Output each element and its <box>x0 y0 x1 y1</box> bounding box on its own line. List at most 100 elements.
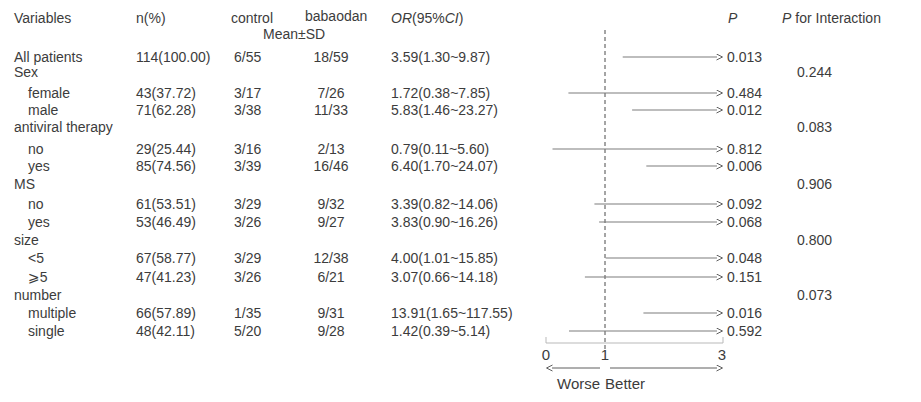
cell-p-value: 0.812 <box>727 141 762 157</box>
table-row: <5 67(58.77) 3/29 12/38 4.00(1.01~15.85)… <box>0 250 921 268</box>
table-row: male 71(62.28) 3/38 11/33 5.83(1.46~23.2… <box>0 102 921 120</box>
cell-or-ci: 3.07(0.66~14.18) <box>391 269 498 285</box>
forest-plot-figure: Variables n(%) control babaodan Mean±SD … <box>0 0 921 402</box>
row-label: yes <box>28 214 50 230</box>
worse-label: Worse <box>557 375 600 392</box>
cell-p-value: 0.068 <box>727 214 762 230</box>
cell-p-interaction: 0.244 <box>797 64 832 80</box>
cell-p-value: 0.012 <box>727 102 762 118</box>
cell-or-ci: 3.83(0.90~16.26) <box>391 214 498 230</box>
col-header-control: control <box>231 10 273 26</box>
table-row: no 29(25.44) 3/16 2/13 0.79(0.11~5.60) 0… <box>0 141 921 159</box>
row-label: yes <box>28 158 50 174</box>
or-close: ) <box>459 10 464 26</box>
cell-p-value: 0.151 <box>727 269 762 285</box>
cell-p-value: 0.592 <box>727 323 762 339</box>
cell-babaodan: 9/27 <box>302 214 360 230</box>
table-row: number 0.073 <box>0 287 921 305</box>
cell-babaodan: 9/31 <box>302 305 360 321</box>
table-row: no 61(53.51) 3/29 9/32 3.39(0.82~14.06) … <box>0 196 921 214</box>
cell-p-value: 0.013 <box>727 49 762 65</box>
cell-babaodan: 2/13 <box>302 141 360 157</box>
cell-control: 3/29 <box>234 250 261 266</box>
or-label: OR <box>391 10 412 26</box>
cell-p-interaction: 0.083 <box>797 119 832 135</box>
axis-tick-label-0: 0 <box>534 347 558 363</box>
cell-n-pct: 66(57.89) <box>136 305 196 321</box>
cell-n-pct: 48(42.11) <box>136 323 195 339</box>
cell-or-ci: 1.72(0.38~7.85) <box>391 85 490 101</box>
cell-or-ci: 3.59(1.30~9.87) <box>391 49 490 65</box>
cell-or-ci: 0.79(0.11~5.60) <box>391 141 489 157</box>
row-label: MS <box>14 176 35 192</box>
col-header-n-pct: n(%) <box>136 10 166 26</box>
cell-p-interaction: 0.073 <box>797 287 832 303</box>
cell-control: 3/29 <box>234 196 261 212</box>
cell-n-pct: 85(74.56) <box>136 158 196 174</box>
cell-n-pct: 29(25.44) <box>136 141 196 157</box>
cell-n-pct: 67(58.77) <box>136 250 196 266</box>
cell-babaodan: 6/21 <box>302 269 360 285</box>
cell-babaodan: 7/26 <box>302 85 360 101</box>
table-row: antiviral therapy 0.083 <box>0 119 921 137</box>
cell-p-value: 0.006 <box>727 158 762 174</box>
col-header-p: P <box>728 10 737 26</box>
cell-n-pct: 114(100.00) <box>136 49 210 65</box>
row-label: antiviral therapy <box>14 119 113 135</box>
row-label: All patients <box>14 49 82 65</box>
cell-or-ci: 5.83(1.46~23.27) <box>391 102 498 118</box>
cell-control: 3/26 <box>234 214 261 230</box>
cell-p-value: 0.016 <box>727 305 762 321</box>
row-label: no <box>28 196 44 212</box>
cell-control: 3/38 <box>234 102 261 118</box>
row-label: Sex <box>14 64 38 80</box>
cell-babaodan: 16/46 <box>302 158 360 174</box>
cell-control: 6/55 <box>234 49 261 65</box>
cell-babaodan: 12/38 <box>302 250 360 266</box>
col-header-or-ci: OR(95%CI) <box>391 10 463 26</box>
cell-n-pct: 53(46.49) <box>136 214 196 230</box>
cell-n-pct: 71(62.28) <box>136 102 196 118</box>
col-header-variables: Variables <box>14 10 71 26</box>
table-row: multiple 66(57.89) 1/35 9/31 13.91(1.65~… <box>0 305 921 323</box>
p-interaction-p: P <box>782 10 791 26</box>
cell-n-pct: 61(53.51) <box>136 196 196 212</box>
table-row: ⩾5 47(41.23) 3/26 6/21 3.07(0.66~14.18) … <box>0 269 921 287</box>
col-header-mean-sd: Mean±SD <box>263 26 325 42</box>
row-label: male <box>28 102 58 118</box>
cell-control: 3/39 <box>234 158 261 174</box>
cell-n-pct: 43(37.72) <box>136 85 196 101</box>
row-label: multiple <box>28 305 76 321</box>
table-row: MS 0.906 <box>0 176 921 194</box>
direction-labels: WorseBetter <box>557 375 645 392</box>
table-row: female 43(37.72) 3/17 7/26 1.72(0.38~7.8… <box>0 85 921 103</box>
col-header-p-interaction: Pfor Interaction <box>782 10 881 26</box>
cell-or-ci: 3.39(0.82~14.06) <box>391 196 498 212</box>
row-label: size <box>14 232 39 248</box>
cell-p-value: 0.092 <box>727 196 762 212</box>
cell-or-ci: 1.42(0.39~5.14) <box>391 323 490 339</box>
row-label: single <box>28 323 65 339</box>
cell-control: 3/26 <box>234 269 261 285</box>
cell-p-interaction: 0.800 <box>797 232 832 248</box>
col-header-babaodan: babaodan <box>305 8 367 24</box>
table-row: single 48(42.11) 5/20 9/28 1.42(0.39~5.1… <box>0 323 921 341</box>
table-row: yes 85(74.56) 3/39 16/46 6.40(1.70~24.07… <box>0 158 921 176</box>
p-interaction-rest: for Interaction <box>795 10 881 26</box>
row-label: no <box>28 141 44 157</box>
table-row: size 0.800 <box>0 232 921 250</box>
table-row: Sex 0.244 <box>0 64 921 82</box>
row-label: ⩾5 <box>28 269 48 285</box>
row-label: <5 <box>28 250 44 266</box>
table-row: yes 53(46.49) 3/26 9/27 3.83(0.90~16.26)… <box>0 214 921 232</box>
row-label: female <box>28 85 70 101</box>
cell-or-ci: 6.40(1.70~24.07) <box>391 158 498 174</box>
cell-p-value: 0.048 <box>727 250 762 266</box>
row-label: number <box>14 287 61 303</box>
cell-n-pct: 47(41.23) <box>136 269 196 285</box>
cell-control: 3/17 <box>234 85 261 101</box>
cell-babaodan: 9/28 <box>302 323 360 339</box>
cell-control: 1/35 <box>234 305 261 321</box>
cell-control: 3/16 <box>234 141 261 157</box>
cell-babaodan: 18/59 <box>302 49 360 65</box>
